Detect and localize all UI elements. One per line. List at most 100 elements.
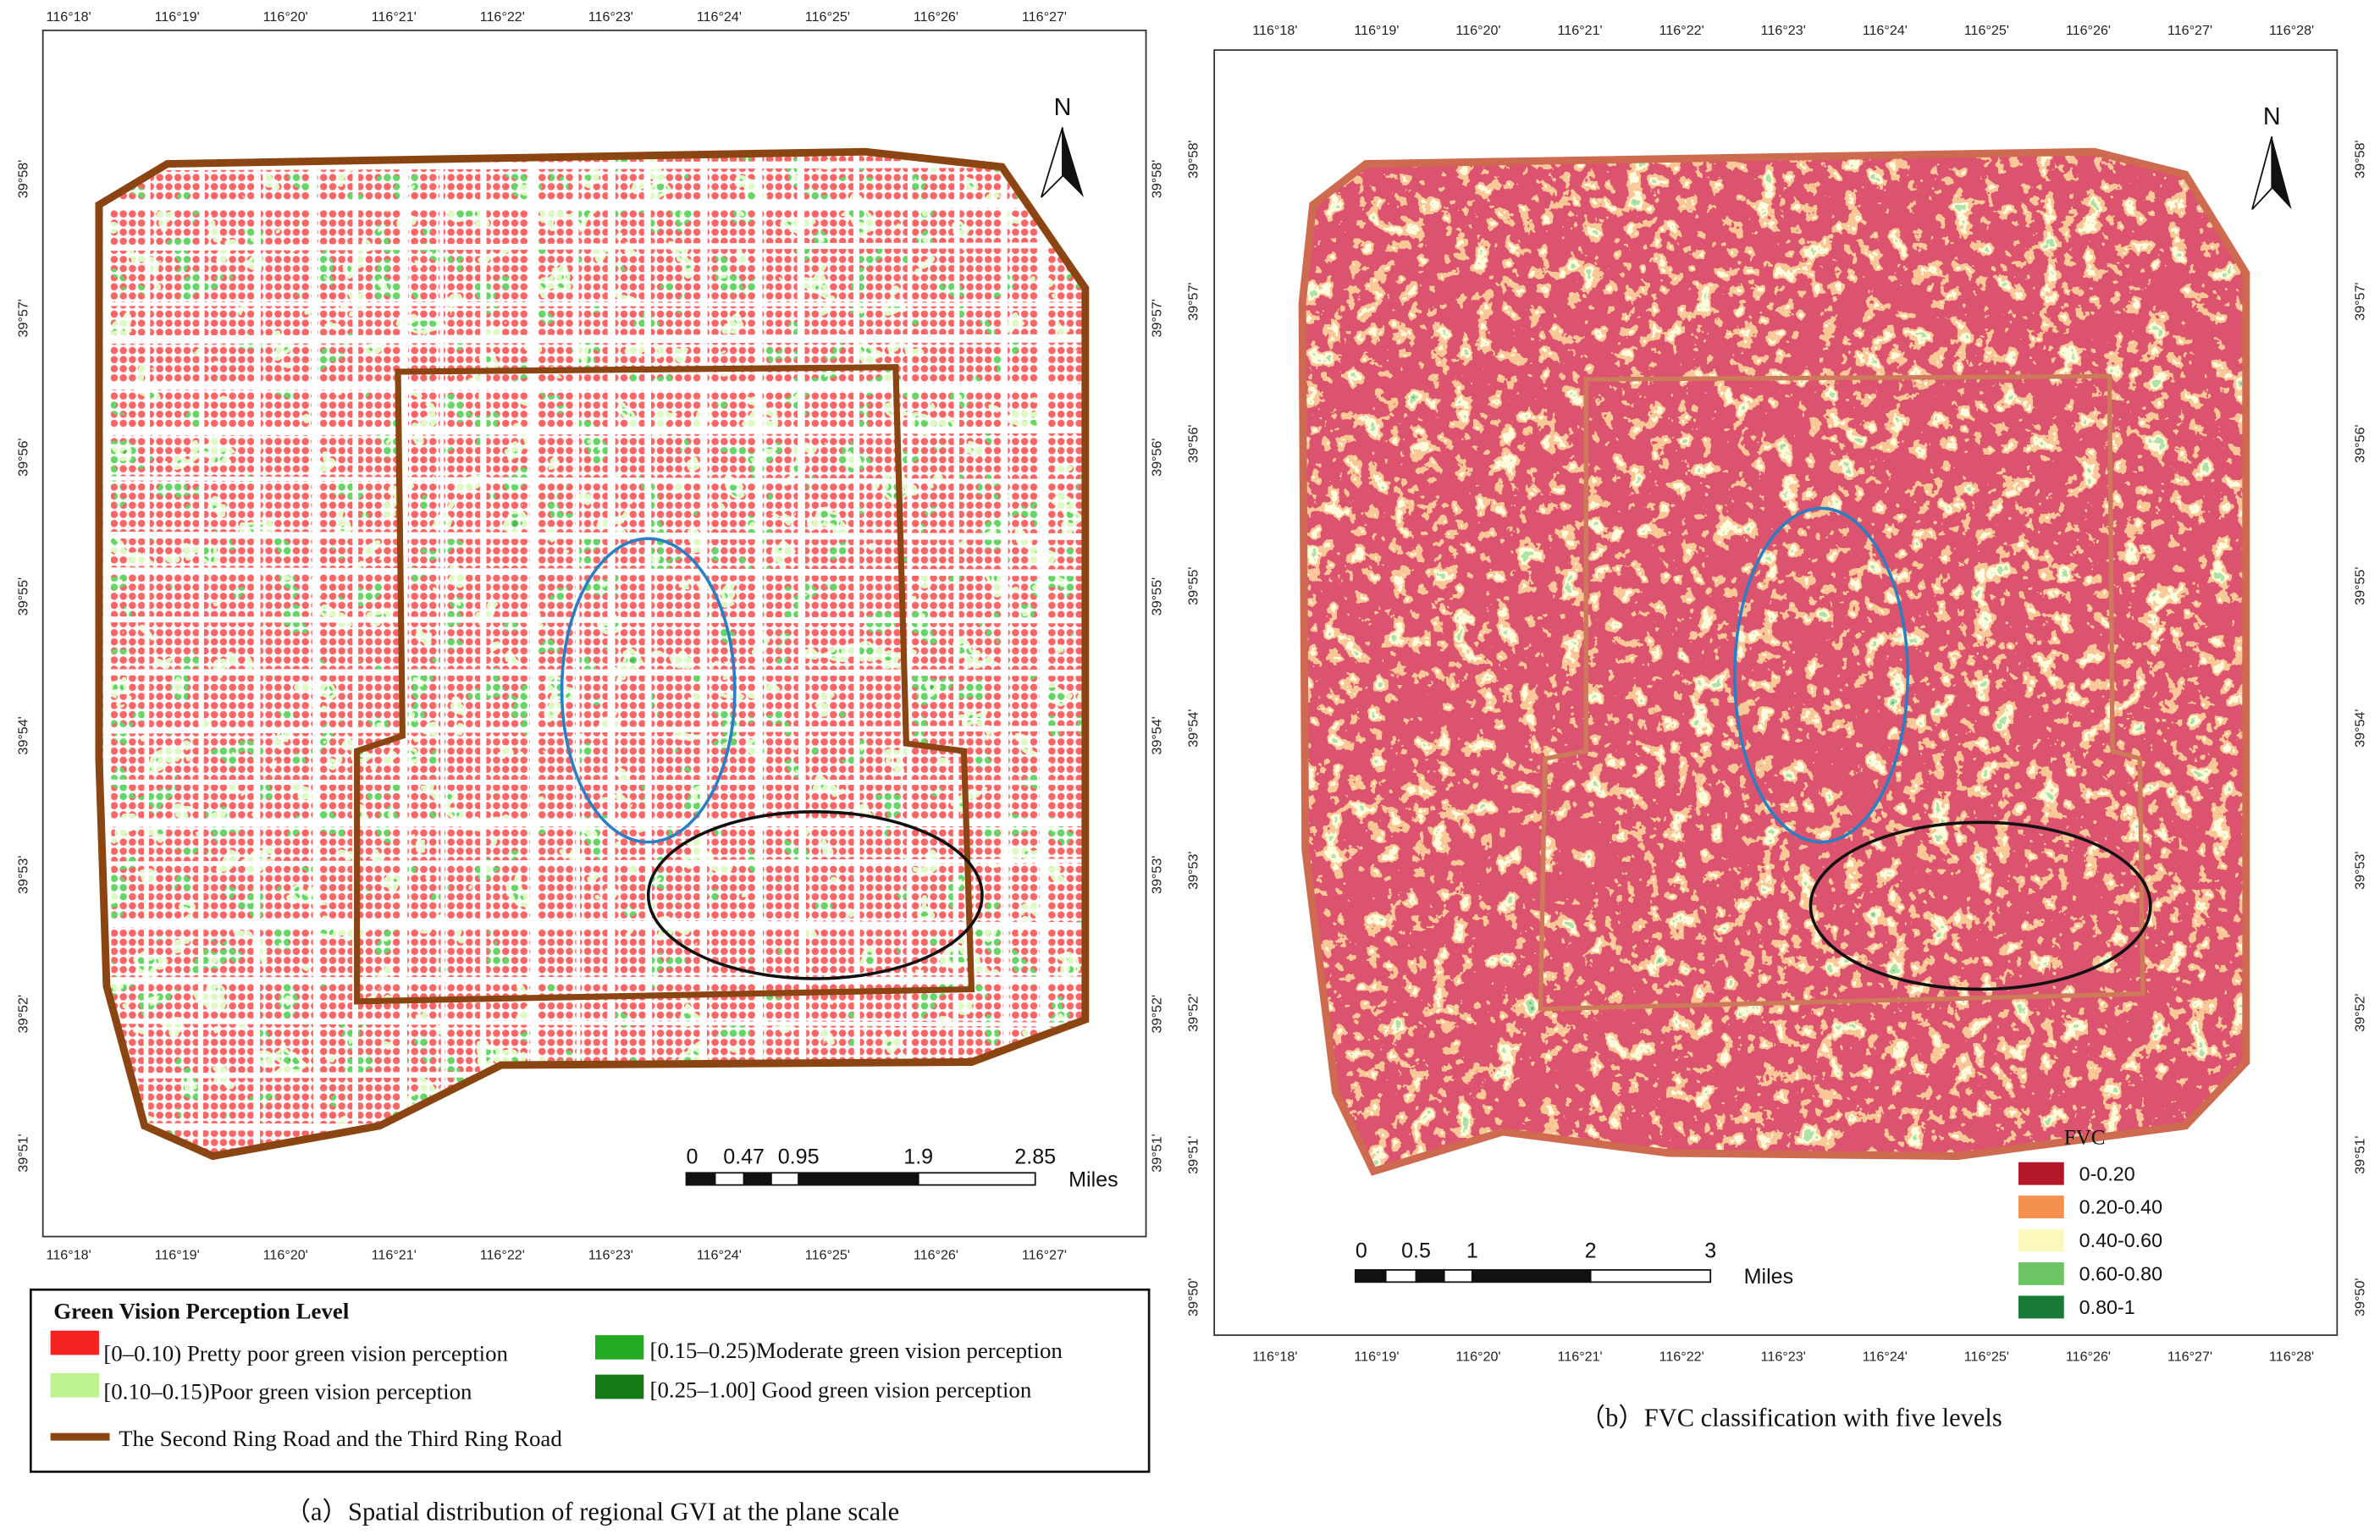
legend-label: [0–0.10) Pretty poor green vision percep… [103,1341,508,1366]
coordinate-label: 116°27' [2167,23,2212,38]
street [574,152,581,1156]
scale-segment [917,1172,1036,1186]
coordinate-label: 39°58' [16,160,31,198]
scale-unit: Miles [1069,1167,1118,1191]
street [98,531,1085,540]
coordinate-label: 39°53' [16,856,31,894]
coordinate-label: 116°26' [914,9,958,25]
legend-swatch [594,1335,644,1360]
coordinate-label: 116°23' [1761,23,1806,38]
scale-segment [770,1172,800,1186]
coordinate-label: 39°57' [16,299,31,337]
coordinate-label: 39°54' [16,716,31,754]
coordinate-label: 39°51' [16,1134,31,1172]
coordinate-label: 116°21' [1558,1350,1603,1365]
scale-label: 2 [1585,1239,1597,1263]
scale-label: 1.9 [903,1145,933,1169]
coordinate-label: 116°27' [1022,1247,1067,1262]
street [98,616,1085,624]
street [98,476,1085,483]
coordinate-label: 116°28' [2269,1350,2314,1365]
coordinate-label: 116°25' [805,1247,850,1262]
coordinate-label: 116°19' [1354,1350,1399,1365]
coordinate-label: 39°55' [1149,577,1164,615]
street [1039,152,1047,1156]
scale-segment [1589,1269,1712,1283]
street [98,726,1085,734]
street [853,152,860,1156]
scale-segment [743,1172,772,1186]
highlight-ellipse [646,809,984,980]
legend-label: [0.10–0.15)Poor green vision perception [103,1378,472,1404]
highlight-ellipse [1808,820,2152,991]
street [98,160,1085,171]
second-ring-road [1538,373,2145,1012]
street [98,383,1085,391]
coordinate-label: 39°52' [1185,994,1201,1032]
street [797,152,807,1156]
coordinate-label: 116°21' [372,1247,417,1262]
coordinate-label: 39°53' [2353,852,2368,890]
coordinate-label: 116°27' [1022,9,1067,25]
scale-label: 0 [1356,1239,1367,1263]
street [143,152,151,1156]
legend-label: 0.20-0.40 [2079,1196,2162,1218]
coordinate-label: 116°26' [914,1247,958,1262]
scale-label: 1 [1466,1239,1478,1263]
coordinate-label: 39°58' [1149,160,1164,198]
scale-segment [1384,1269,1417,1283]
coordinate-label: 116°20' [1455,23,1500,38]
legend-label: 0.60-0.80 [2079,1263,2162,1285]
coordinate-label: 39°55' [16,577,31,615]
coordinate-label: 116°22' [480,1247,525,1262]
coordinate-label: 116°20' [263,1247,308,1262]
coordinate-label: 116°25' [805,9,850,25]
street [311,152,320,1156]
scale-segment [798,1172,919,1186]
scale-segment [714,1172,745,1186]
coordinate-label: 39°51' [2353,1136,2368,1174]
legend-swatch [2018,1262,2064,1285]
legend-swatch [2018,1228,2064,1252]
coordinate-label: 39°55' [1185,567,1201,605]
second-ring-road [354,364,975,1005]
coordinate-label: 116°22' [1659,1350,1704,1365]
legend-swatch [2018,1295,2064,1319]
coordinate-label: 39°51' [1185,1136,1201,1174]
coordinate-label: 39°54' [2353,709,2368,748]
legend-box [29,1288,1151,1473]
coordinate-label: 116°24' [697,9,742,25]
scale-label: 0.47 [723,1145,765,1169]
coordinate-label: 39°55' [2353,567,2368,605]
coordinate-label: 116°20' [1455,1350,1500,1365]
coordinate-label: 39°56' [1149,439,1164,477]
coordinate-label: 116°26' [2066,1350,2111,1365]
coordinate-label: 39°52' [16,995,31,1033]
coordinate-label: 116°21' [372,9,417,25]
scale-label: 3 [1704,1239,1716,1263]
legend-label: The Second Ring Road and the Third Ring … [119,1426,562,1451]
street [98,919,1085,930]
third-ring-road [1298,147,2250,1176]
coordinate-label: 39°54' [1185,709,1201,748]
north-label: N [1054,94,1072,121]
highlight-ellipse [560,537,737,844]
scale-unit: Miles [1744,1265,1794,1289]
legend-label: [0.25–1.00] Good green vision perception [650,1377,1032,1403]
coordinate-label: 116°23' [1761,1350,1806,1365]
coordinate-label: 116°18' [47,1247,91,1262]
coordinate-label: 39°58' [1185,140,1201,178]
coordinate-label: 116°24' [1863,1350,1908,1365]
scale-segment [1471,1269,1592,1283]
north-label: N [2263,103,2281,130]
coordinate-label: 39°52' [2353,994,2368,1032]
coordinate-label: 116°19' [1354,23,1399,38]
scale-segment [1443,1269,1473,1283]
street [953,152,960,1156]
coordinate-label: 39°56' [1185,425,1201,463]
coordinate-label: 116°18' [1252,1350,1297,1365]
coordinate-label: 39°52' [1149,995,1164,1033]
coordinate-label: 39°58' [2353,140,2368,178]
coordinate-label: 116°20' [263,9,308,25]
legend-label: [0.15–0.25)Moderate green vision percept… [650,1338,1063,1363]
